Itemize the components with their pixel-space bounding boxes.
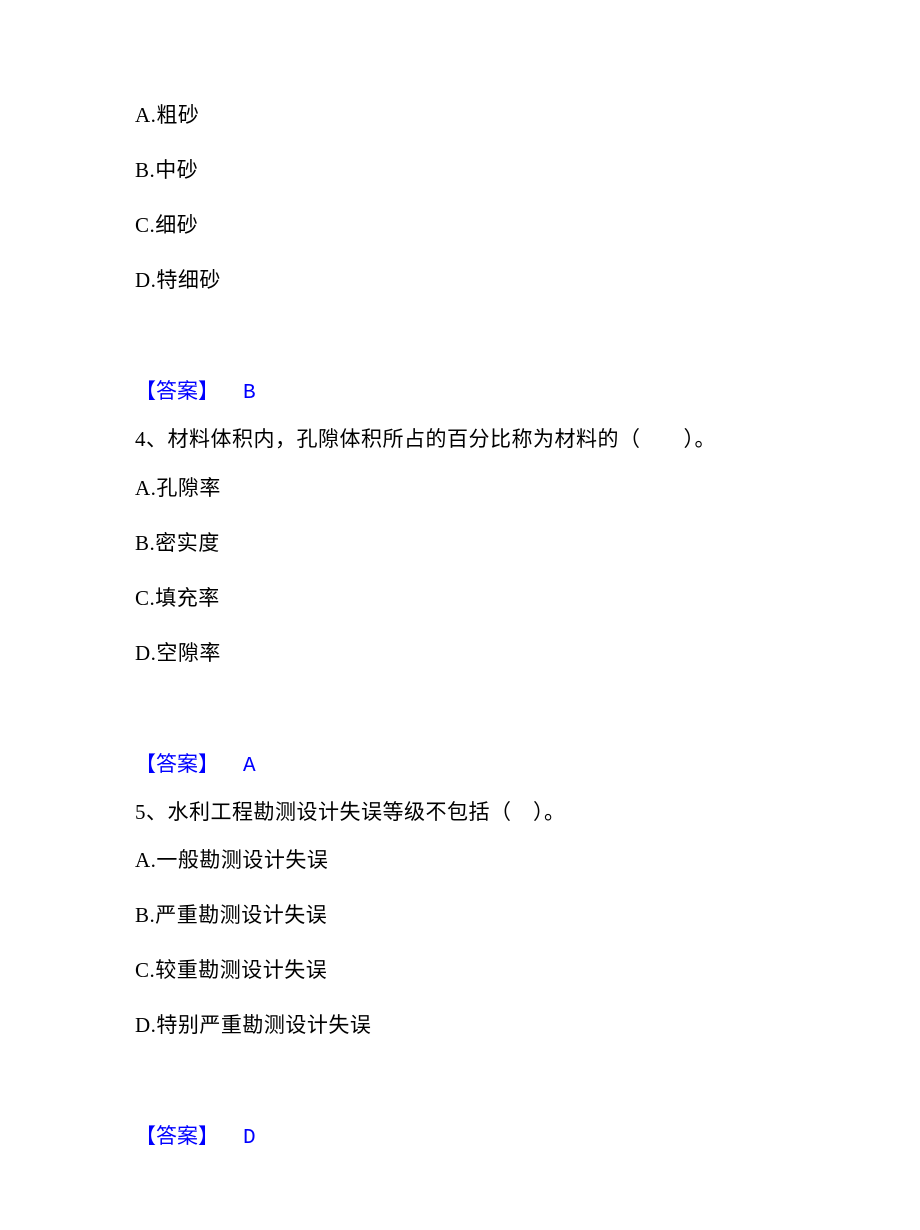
answer-label: 【答案】 bbox=[135, 1124, 219, 1148]
option-a: A.孔隙率 bbox=[135, 478, 800, 499]
exam-page: A.粗砂 B.中砂 C.细砂 D.特细砂 【答案】 B 4、材料体积内，孔隙体积所… bbox=[0, 0, 920, 1230]
answer-value: B bbox=[243, 382, 257, 405]
answer-5: 【答案】 D bbox=[135, 1124, 800, 1151]
option-c: C.较重勘测设计失误 bbox=[135, 960, 800, 981]
option-b: B.严重勘测设计失误 bbox=[135, 905, 800, 926]
answer-value: A bbox=[243, 755, 257, 778]
option-a: A.一般勘测设计失误 bbox=[135, 850, 800, 871]
question-3-options: A.粗砂 B.中砂 C.细砂 D.特细砂 bbox=[135, 105, 800, 291]
answer-label: 【答案】 bbox=[135, 379, 219, 403]
question-4-stem: 4、材料体积内，孔隙体积所占的百分比称为材料的（ ）。 bbox=[135, 424, 800, 456]
option-d: D.特细砂 bbox=[135, 270, 800, 291]
question-5-options: A.一般勘测设计失误 B.严重勘测设计失误 C.较重勘测设计失误 D.特别严重勘… bbox=[135, 850, 800, 1036]
option-b: B.中砂 bbox=[135, 160, 800, 181]
question-4-options: A.孔隙率 B.密实度 C.填充率 D.空隙率 bbox=[135, 478, 800, 664]
option-c: C.细砂 bbox=[135, 215, 800, 236]
option-b: B.密实度 bbox=[135, 533, 800, 554]
option-d: D.特别严重勘测设计失误 bbox=[135, 1015, 800, 1036]
question-5-stem: 5、水利工程勘测设计失误等级不包括（ ）。 bbox=[135, 797, 800, 829]
answer-value: D bbox=[243, 1127, 257, 1150]
answer-label: 【答案】 bbox=[135, 752, 219, 776]
option-d: D.空隙率 bbox=[135, 643, 800, 664]
answer-3: 【答案】 B bbox=[135, 379, 800, 406]
answer-4: 【答案】 A bbox=[135, 752, 800, 779]
option-c: C.填充率 bbox=[135, 588, 800, 609]
option-a: A.粗砂 bbox=[135, 105, 800, 126]
